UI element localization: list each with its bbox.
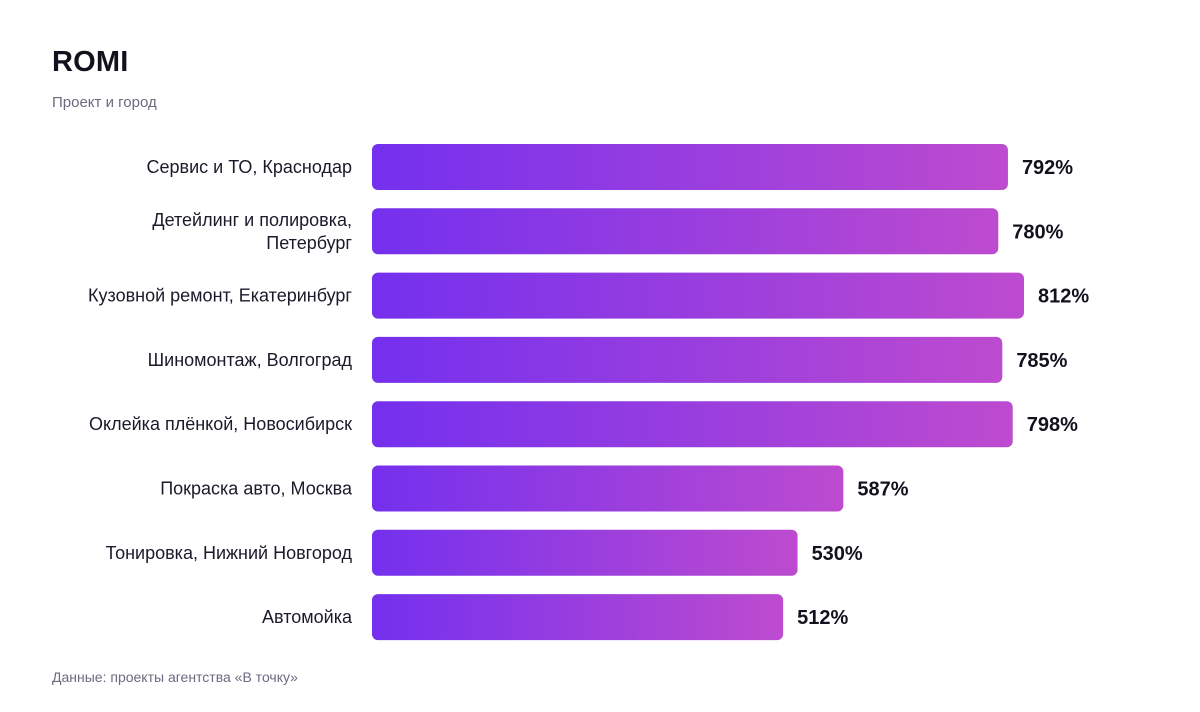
chart-title: ROMI [52, 46, 129, 78]
value-label-3: 812% [1038, 286, 1089, 308]
category-label-2: Детейлинг и полировка, Петербург [152, 210, 352, 253]
value-label-8: 512% [797, 607, 848, 629]
bar-3 [372, 272, 1024, 319]
bar-2 [372, 208, 999, 255]
value-labels-group: 792% 780% 812% 785% 798% 587% 530% 512% [797, 157, 1089, 629]
category-label-5: Оклейка плёнкой, Новосибирск [89, 414, 352, 434]
bar-8 [372, 594, 784, 641]
bar-6 [372, 465, 844, 512]
value-label-4: 785% [1016, 350, 1067, 372]
value-label-2: 780% [1012, 221, 1063, 243]
category-label-6: Покраска авто, Москва [160, 479, 353, 499]
value-label-6: 587% [857, 479, 908, 501]
category-label-7: Тонировка, Нижний Новгород [106, 543, 353, 563]
bar-7 [372, 529, 798, 576]
bar-1 [372, 144, 1008, 190]
bar-5 [372, 401, 1013, 448]
category-label-1: Сервис и ТО, Краснодар [147, 157, 352, 177]
bars-group [372, 144, 1024, 641]
category-label-4: Шиномонтаж, Волгоград [148, 350, 353, 370]
chart-subtitle: Проект и город [52, 94, 157, 111]
category-label-8: Автомойка [262, 607, 353, 627]
value-label-7: 530% [812, 543, 863, 565]
category-labels-group: Сервис и ТО, Краснодар Детейлинг и полиро… [88, 157, 353, 627]
category-label-3: Кузовной ремонт, Екатеринбург [88, 286, 352, 306]
value-label-1: 792% [1022, 157, 1073, 179]
value-label-5: 798% [1027, 414, 1078, 436]
source-note: Данные: проекты агентства «В точку» [52, 669, 298, 685]
bar-4 [372, 336, 1003, 383]
